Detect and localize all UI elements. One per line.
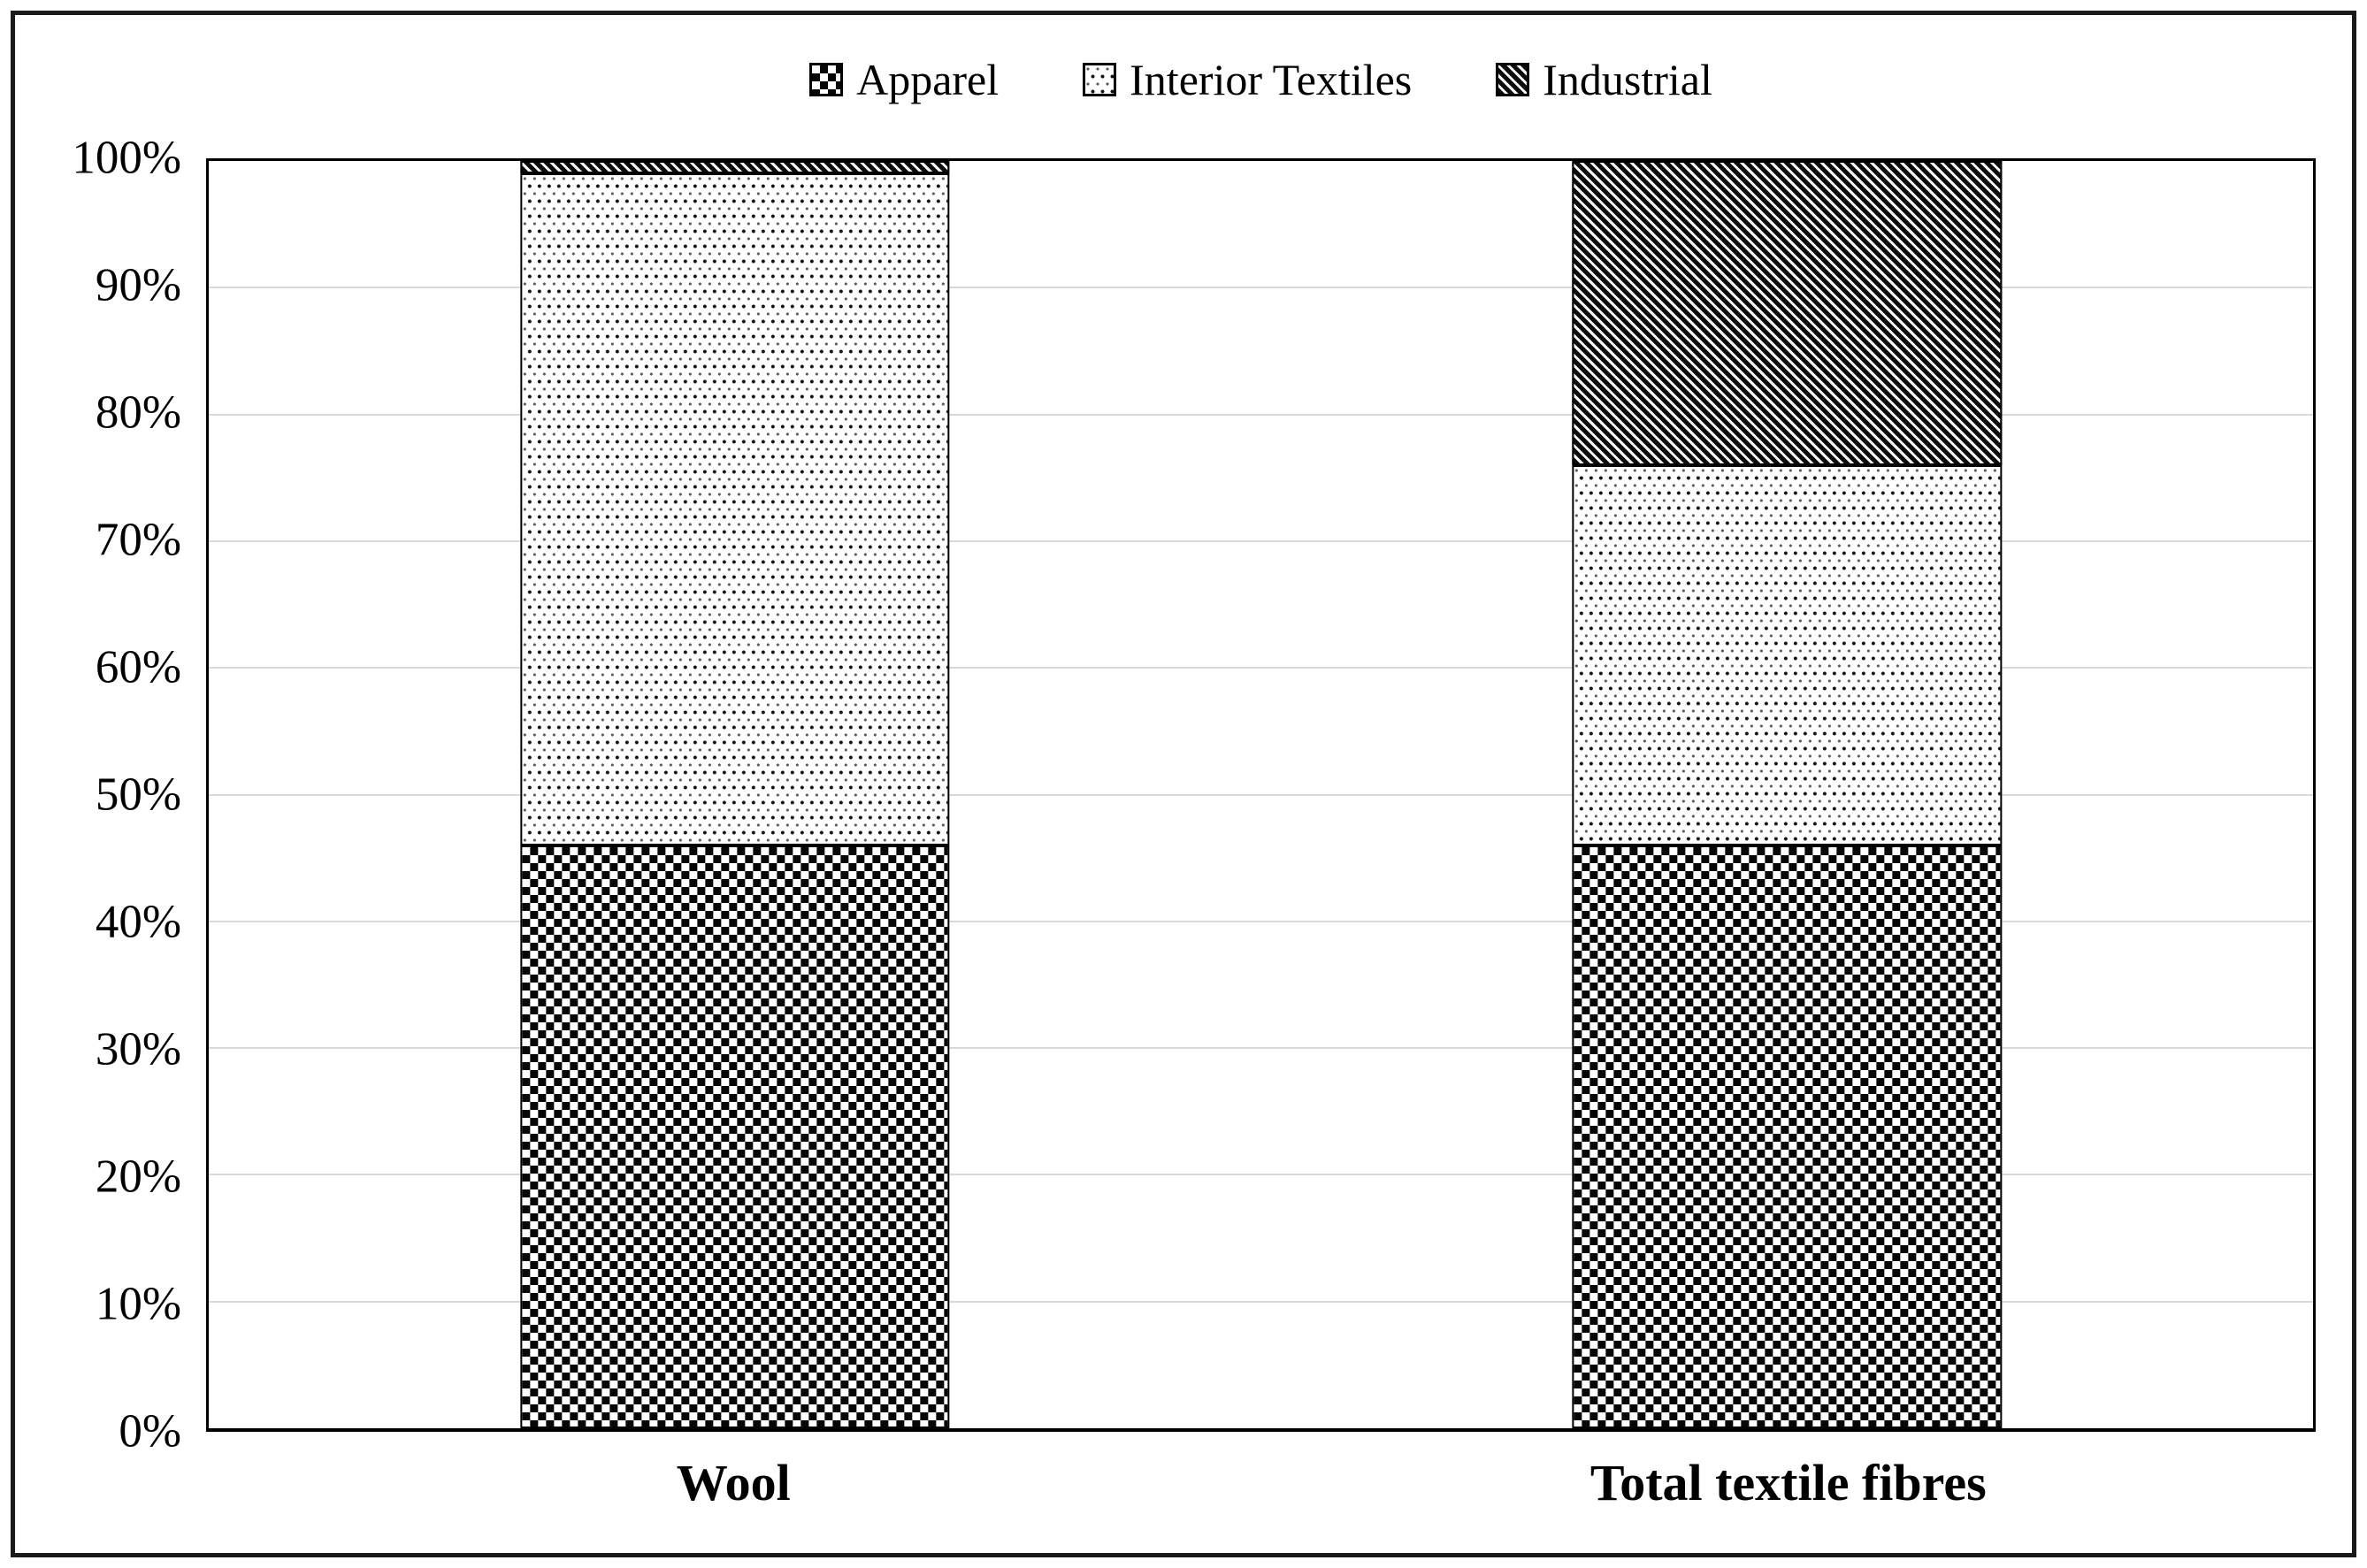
y-tick-label-50: 50% — [95, 769, 181, 821]
y-tick-label-40: 40% — [95, 896, 181, 948]
y-tick-label-90: 90% — [95, 259, 181, 311]
legend-label-industrial: Industrial — [1543, 55, 1712, 104]
bar-wool — [520, 161, 950, 1428]
bar-total-textile-fibres — [1572, 161, 2002, 1428]
legend-label-interior-textiles: Interior Textiles — [1130, 55, 1413, 104]
gridline-50 — [209, 793, 2313, 796]
plot-area — [206, 158, 2316, 1432]
y-axis: 0% 10% 20% 30% 40% 50% 60% 70% 80% 90% 100% — [0, 134, 181, 1455]
y-tick-label-30: 30% — [95, 1023, 181, 1075]
segment-total-textile-fibres-interior-textiles — [1572, 464, 2002, 845]
y-tick-label-70: 70% — [95, 514, 181, 566]
legend-label-apparel: Apparel — [856, 55, 1000, 104]
gridline-40 — [209, 920, 2313, 922]
legend: Apparel Interior Textiles Industrial — [206, 46, 2316, 113]
gridline-30 — [209, 1047, 2313, 1050]
legend-item-industrial: Industrial — [1496, 57, 1712, 102]
y-tick-label-10: 10% — [95, 1278, 181, 1330]
y-tick-label-0: 0% — [119, 1405, 181, 1457]
legend-item-apparel: Apparel — [809, 57, 999, 102]
gridline-60 — [209, 667, 2313, 669]
segment-wool-interior-textiles — [520, 173, 950, 845]
y-tick-label-20: 20% — [95, 1151, 181, 1203]
y-tick-label-100: 100% — [72, 132, 181, 184]
gridline-80 — [209, 413, 2313, 416]
segment-total-textile-fibres-industrial — [1572, 161, 2002, 465]
x-category-label-wool: Wool — [676, 1454, 791, 1511]
segment-wool-apparel — [520, 845, 950, 1428]
gridline-70 — [209, 539, 2313, 542]
gridline-10 — [209, 1300, 2313, 1303]
y-tick-label-80: 80% — [95, 386, 181, 439]
segment-total-textile-fibres-apparel — [1572, 845, 2002, 1428]
dots-swatch-icon — [1083, 63, 1117, 96]
gridline-20 — [209, 1174, 2313, 1176]
gridline-90 — [209, 287, 2313, 289]
x-category-label-total-textile-fibres: Total textile fibres — [1589, 1454, 1987, 1511]
y-tick-label-60: 60% — [95, 641, 181, 693]
segment-wool-industrial — [520, 161, 950, 174]
legend-item-interior-textiles: Interior Textiles — [1083, 57, 1412, 102]
x-axis: Wool Total textile fibres — [206, 1457, 2316, 1537]
diagonal-hatch-swatch-icon — [1496, 63, 1530, 96]
checkerboard-swatch-icon — [809, 63, 844, 96]
